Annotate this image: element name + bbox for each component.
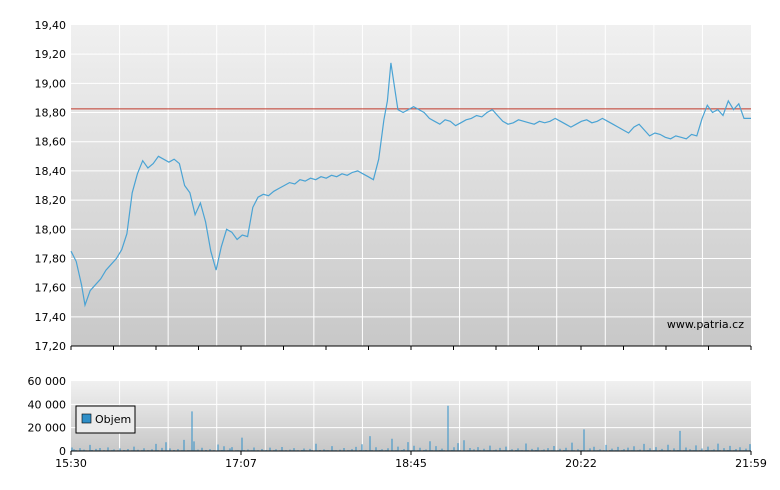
- price-y-tick-label: 18,20: [35, 194, 67, 207]
- volume-legend: Objem: [75, 405, 136, 434]
- volume-y-tick-label: 20 000: [28, 422, 67, 435]
- x-tick-label: 15:30: [55, 457, 87, 470]
- price-y-tick-label: 19,00: [35, 77, 67, 90]
- volume-x-tick-labels: 15:30 17:07 18:45 20:22 21:59: [55, 451, 767, 470]
- x-tick-label: 17:07: [225, 457, 257, 470]
- price-line: [70, 62, 751, 308]
- volume-gridlines: [71, 381, 751, 451]
- price-y-tick-label: 18,60: [35, 136, 67, 149]
- x-tick-label: 20:22: [565, 457, 597, 470]
- volume-y-tick-label: 60 000: [28, 375, 67, 388]
- price-y-tick-label: 18,80: [35, 107, 67, 120]
- legend-label: Objem: [95, 413, 131, 426]
- watermark: www.patria.cz: [667, 318, 744, 331]
- volume-y-tick-labels: 60 000 40 000 20 000 0: [28, 375, 67, 458]
- volume-y-tick-label: 0: [59, 445, 66, 458]
- price-gridlines: [71, 25, 751, 346]
- price-x-tick-marks: [70, 346, 752, 350]
- legend-swatch: [81, 413, 92, 424]
- price-y-tick-label: 17,80: [35, 252, 67, 265]
- price-y-tick-label: 18,00: [35, 223, 67, 236]
- price-y-tick-label: 17,20: [35, 340, 67, 353]
- price-y-tick-label: 19,40: [35, 19, 67, 32]
- volume-y-tick-label: 40 000: [28, 398, 67, 411]
- x-tick-label: 18:45: [395, 457, 427, 470]
- price-y-tick-label: 18,40: [35, 165, 67, 178]
- price-panel: 19,40 19,20 19,00 18,80 18,60 18,40 18,20 18,00…: [35, 19, 752, 353]
- price-y-tick-labels: 19,40 19,20 19,00 18,80 18,60 18,40 18,20 18,00…: [35, 19, 67, 353]
- price-y-tick-label: 19,20: [35, 48, 67, 61]
- volume-panel: 60 000 40 000 20 000 0 15:30 17:07 18:45 20:22…: [28, 375, 767, 470]
- price-y-tick-label: 17,60: [35, 282, 67, 295]
- x-tick-label: 21:59: [735, 457, 767, 470]
- price-y-tick-label: 17,40: [35, 311, 67, 324]
